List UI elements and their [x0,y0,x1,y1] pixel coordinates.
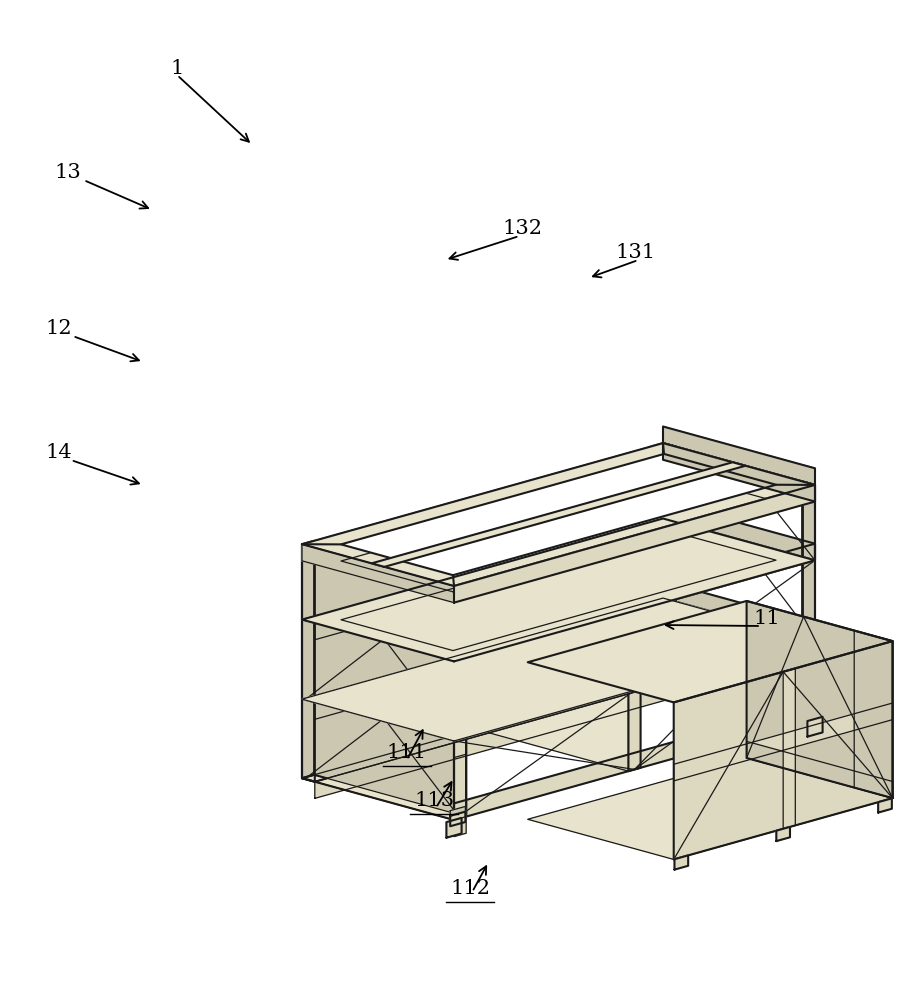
Polygon shape [528,758,893,859]
Polygon shape [663,443,676,681]
Polygon shape [784,668,795,829]
Text: 12: 12 [45,318,73,338]
Polygon shape [454,658,466,678]
Polygon shape [803,485,815,722]
Polygon shape [675,855,688,870]
Polygon shape [854,631,893,798]
Polygon shape [807,717,823,737]
Polygon shape [302,598,815,741]
Polygon shape [302,544,454,820]
Polygon shape [341,471,776,592]
Polygon shape [447,818,461,838]
Polygon shape [776,827,790,841]
Polygon shape [663,660,815,719]
Polygon shape [454,817,466,837]
Polygon shape [302,598,676,703]
Text: 131: 131 [616,242,656,261]
Polygon shape [477,495,628,771]
Polygon shape [454,544,815,661]
Polygon shape [454,623,815,741]
Polygon shape [663,502,815,560]
Text: 111: 111 [387,742,427,762]
Polygon shape [302,541,314,778]
Text: 14: 14 [45,442,73,462]
Polygon shape [315,522,676,640]
Polygon shape [371,462,745,567]
Polygon shape [450,806,466,821]
Polygon shape [878,798,892,813]
Polygon shape [663,426,815,485]
Polygon shape [302,616,466,661]
Text: 13: 13 [54,162,82,182]
Polygon shape [341,529,776,651]
Polygon shape [663,443,815,502]
Polygon shape [302,519,815,661]
Polygon shape [302,677,676,782]
Polygon shape [628,534,640,771]
Text: 132: 132 [502,219,542,237]
Polygon shape [651,443,663,681]
Text: 1: 1 [171,58,183,78]
Polygon shape [746,741,893,798]
Polygon shape [454,485,815,603]
Polygon shape [302,696,466,741]
Polygon shape [674,703,893,781]
Polygon shape [315,447,676,564]
Polygon shape [302,541,466,586]
Polygon shape [315,602,676,719]
Polygon shape [528,601,893,702]
Polygon shape [454,738,466,758]
Polygon shape [302,443,815,586]
Polygon shape [674,641,893,859]
Polygon shape [746,601,893,798]
Polygon shape [450,812,466,826]
Polygon shape [302,775,466,820]
Polygon shape [454,583,466,603]
Polygon shape [454,583,466,820]
Polygon shape [454,702,815,820]
Polygon shape [302,544,454,603]
Polygon shape [663,443,676,681]
Text: 11: 11 [754,608,781,628]
Polygon shape [315,681,676,798]
Polygon shape [454,583,466,820]
Polygon shape [302,544,315,782]
Polygon shape [802,481,815,719]
Polygon shape [663,581,815,640]
Polygon shape [302,775,327,782]
Text: 113: 113 [414,790,454,810]
Polygon shape [302,443,676,548]
Polygon shape [302,519,676,623]
Text: 112: 112 [450,879,490,898]
Polygon shape [341,454,776,575]
